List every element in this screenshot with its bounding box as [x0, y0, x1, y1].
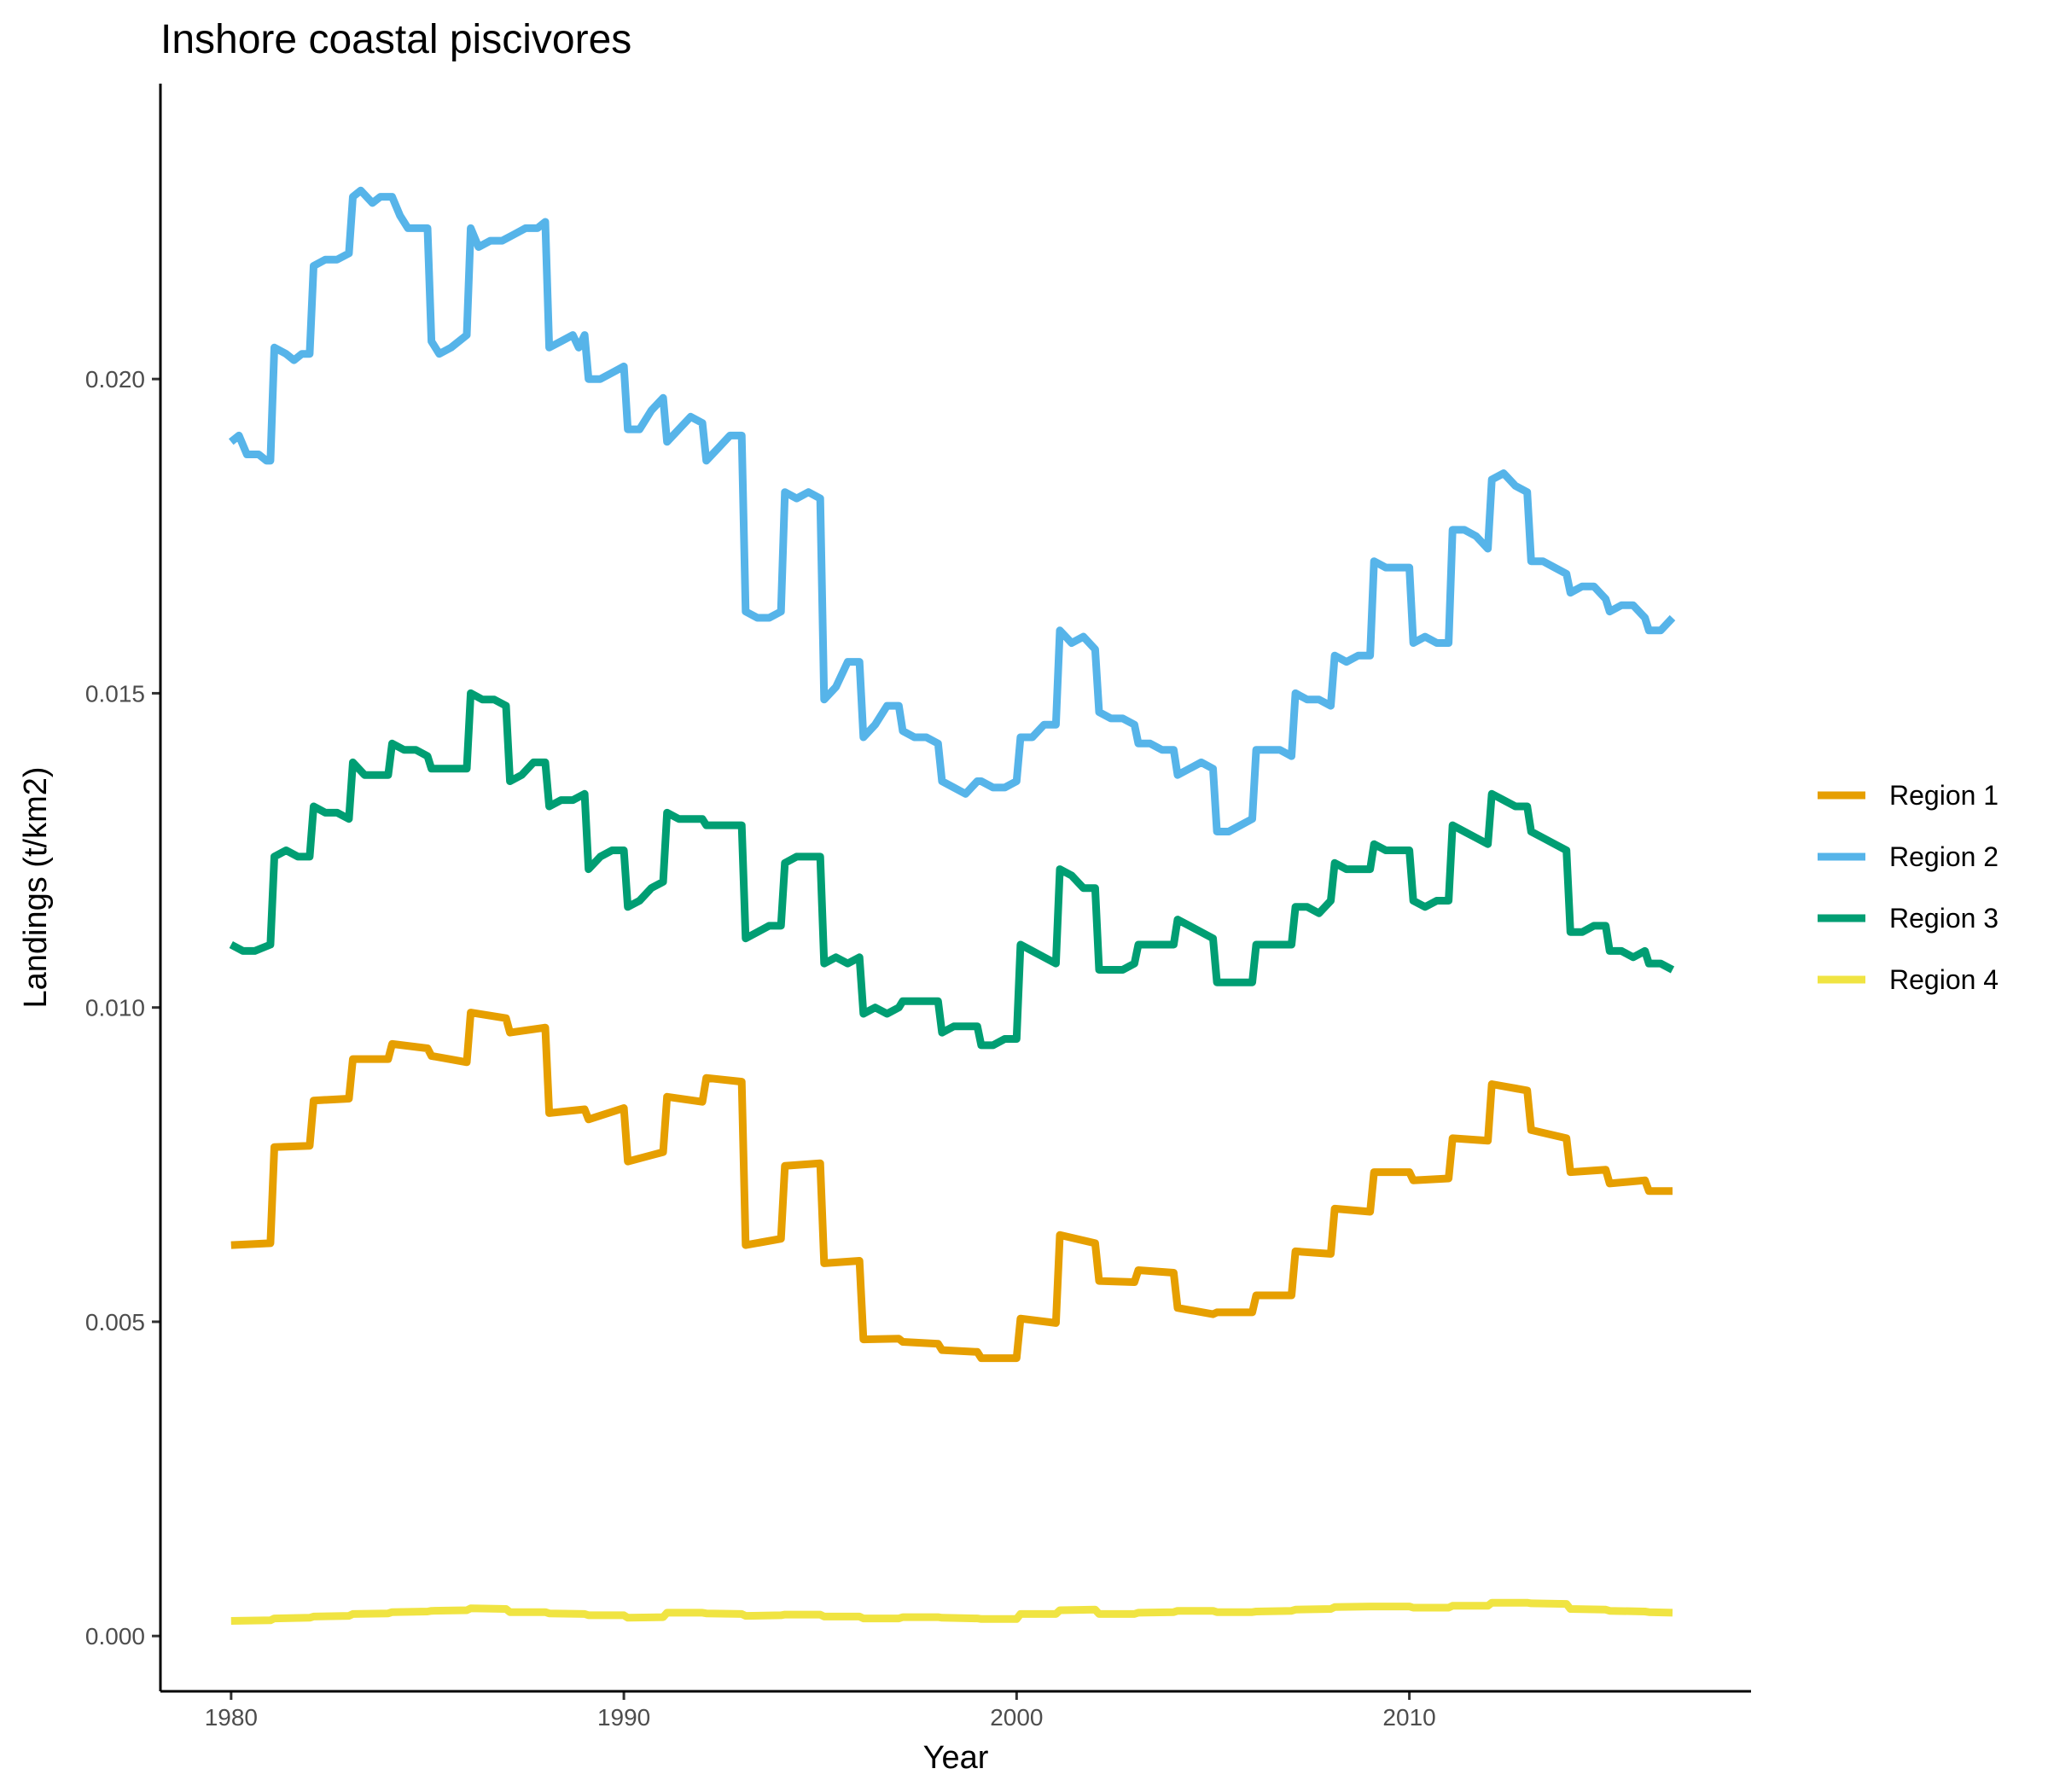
chart-title: Inshore coastal piscivores: [160, 17, 631, 62]
legend-label: Region 2: [1889, 841, 1999, 872]
legend-item-region-2: Region 2: [1818, 841, 1999, 872]
legend-item-region-1: Region 1: [1818, 780, 1999, 811]
y-axis-title: Landings (t/km2): [18, 766, 54, 1008]
legend-item-region-4: Region 4: [1818, 964, 1999, 995]
y-axis-ticks: 0.000 0.005 0.010 0.015 0.020: [85, 366, 160, 1649]
legend-item-region-3: Region 3: [1818, 903, 1999, 934]
x-tick-label: 1990: [597, 1704, 650, 1731]
y-tick-label: 0.005: [85, 1309, 145, 1335]
x-tick-label: 2000: [990, 1704, 1043, 1731]
legend-label: Region 4: [1889, 964, 1999, 995]
x-tick-label: 1980: [205, 1704, 258, 1731]
y-tick-label: 0.000: [85, 1623, 145, 1649]
series-line-region-2: [228, 186, 1676, 835]
series-line-region-1: [230, 1009, 1673, 1363]
legend-label: Region 3: [1889, 903, 1999, 934]
legend-label: Region 1: [1889, 780, 1999, 811]
series-line-region-4: [230, 1598, 1673, 1625]
series-layer: [228, 186, 1676, 1625]
x-axis-title: Year: [923, 1740, 989, 1776]
legend: Region 1 Region 2 Region 3 Region 4: [1818, 780, 1999, 995]
series-line-region-3: [229, 689, 1675, 1050]
x-axis-ticks: 1980 1990 2000 2010: [205, 1691, 1436, 1731]
y-tick-label: 0.015: [85, 680, 145, 707]
x-tick-label: 2010: [1382, 1704, 1435, 1731]
y-tick-label: 0.010: [85, 995, 145, 1021]
y-tick-label: 0.020: [85, 366, 145, 393]
